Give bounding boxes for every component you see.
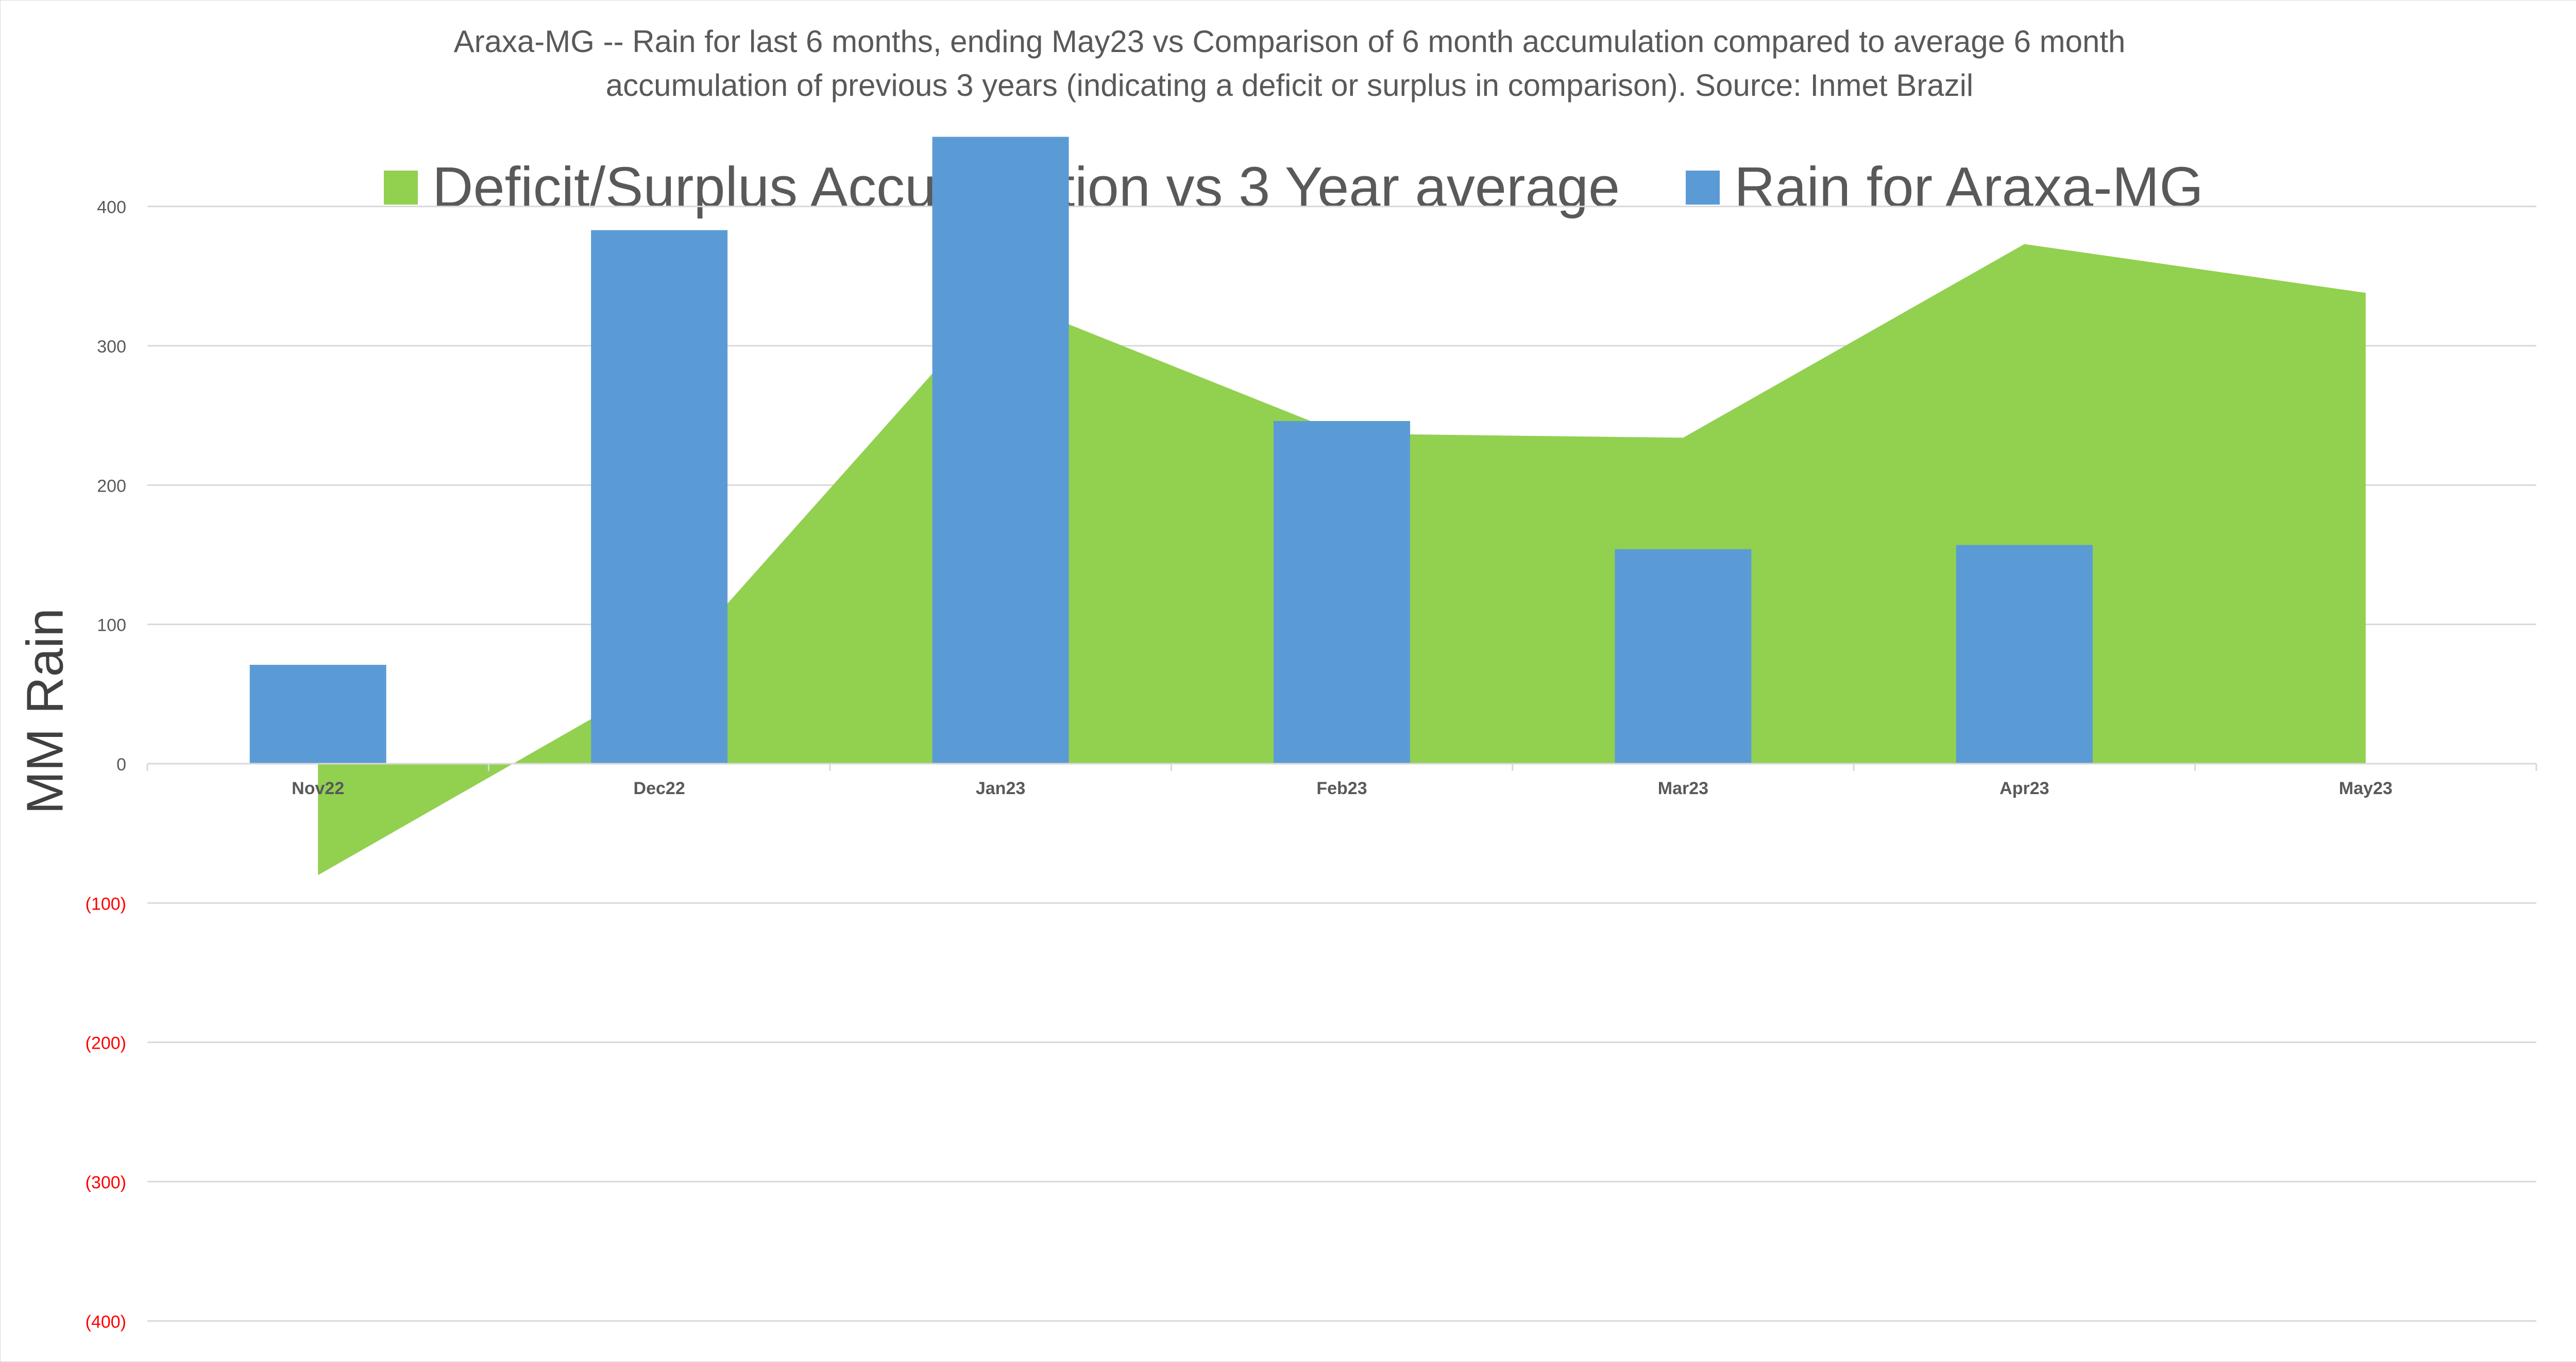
- bar-rain-mar23: [1615, 549, 1752, 764]
- y-tick-label: 400: [97, 198, 126, 217]
- x-tick-label: May23: [2339, 779, 2393, 798]
- x-tick-label: Mar23: [1658, 779, 1708, 798]
- y-tick-label: (100): [86, 894, 126, 914]
- chart-title-line-1: Araxa-MG -- Rain for last 6 months, endi…: [453, 24, 2126, 59]
- legend-item-rain: Rain for Araxa-MG: [1686, 155, 2204, 220]
- x-tick-label: Nov22: [292, 779, 344, 798]
- y-tick-label: 100: [97, 616, 126, 635]
- y-tick-label: 300: [97, 337, 126, 357]
- y-tick-label: (400): [86, 1312, 126, 1332]
- x-tick-label: Apr23: [1999, 779, 2049, 798]
- chart-title-line-2: accumulation of previous 3 years (indica…: [605, 68, 1974, 103]
- legend-swatch-deficit-surplus: [384, 170, 418, 205]
- axes: 400 300 200 100 0 (100) (200) (300) (400) Nov22 De…: [86, 198, 2537, 1332]
- y-tick-label: 0: [116, 755, 126, 775]
- chart-title: Araxa-MG -- Rain for last 6 months, endi…: [0, 20, 2576, 107]
- y-tick-label: (200): [86, 1034, 126, 1053]
- bar-series: [249, 137, 2093, 764]
- bar-rain-nov22: [249, 665, 386, 764]
- bar-rain-feb23: [1274, 421, 1410, 764]
- legend-label-rain: Rain for Araxa-MG: [1734, 156, 2204, 219]
- bar-rain-jan23: [932, 137, 1069, 764]
- y-tick-label: (300): [86, 1173, 126, 1192]
- bar-rain-dec22: [591, 230, 728, 764]
- x-tick-label: Dec22: [634, 779, 685, 798]
- bar-rain-apr23: [1956, 545, 2093, 764]
- x-tick-label: Feb23: [1316, 779, 1367, 798]
- legend-swatch-rain: [1686, 170, 1720, 205]
- y-tick-label: 200: [97, 476, 126, 496]
- x-tick-label: Jan23: [976, 779, 1025, 798]
